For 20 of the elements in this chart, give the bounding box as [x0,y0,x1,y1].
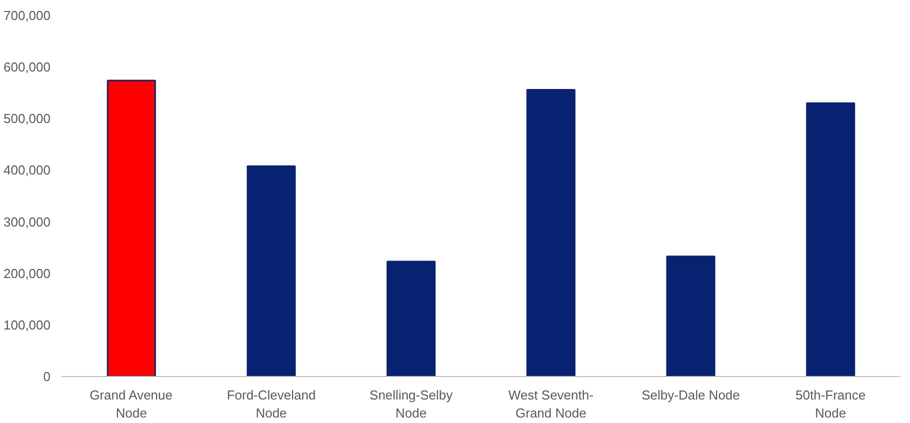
bar [806,102,856,376]
y-tick-label: 0 [43,369,51,384]
y-tick-label: 500,000 [4,111,51,126]
bar [246,165,296,376]
bar [386,260,436,376]
y-tick-label: 200,000 [4,266,51,281]
x-tick-label: Selby-Dale Node [642,388,740,402]
bar [106,80,156,376]
y-tick-label: 300,000 [4,214,51,230]
y-tick-label: 700,000 [4,8,51,23]
y-tick-label: 600,000 [4,60,51,75]
bar [526,89,576,376]
bar [666,256,716,376]
y-tick-label: 100,000 [4,317,51,332]
x-tick-label: West Seventh-Grand Node [508,388,594,420]
x-tick-label: Grand Avenue Node [90,388,173,420]
x-tick-label: Ford-Cleveland Node [226,388,316,420]
x-tick-label: 50th-France Node [796,388,866,420]
y-tick-label: 400,000 [4,162,51,178]
x-tick-label: Snelling-Selby Node [370,388,454,420]
